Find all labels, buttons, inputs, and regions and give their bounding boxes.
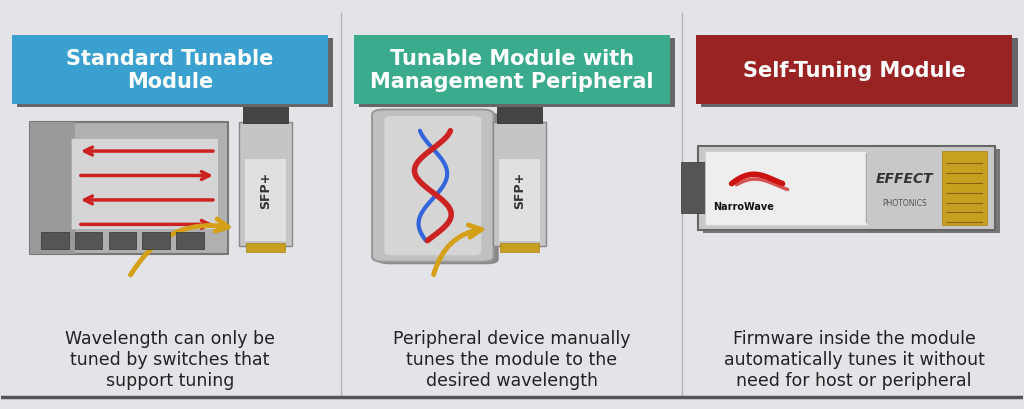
Text: Tunable Module with
Management Peripheral: Tunable Module with Management Periphera…	[371, 49, 653, 92]
FancyBboxPatch shape	[246, 160, 287, 241]
Text: Peripheral device manually
tunes the module to the
desired wavelength: Peripheral device manually tunes the mod…	[393, 329, 631, 389]
FancyBboxPatch shape	[75, 233, 102, 249]
Text: SFP+: SFP+	[513, 172, 525, 209]
FancyBboxPatch shape	[41, 233, 69, 249]
Text: SFP+: SFP+	[259, 172, 272, 209]
FancyBboxPatch shape	[71, 139, 218, 230]
FancyBboxPatch shape	[942, 151, 987, 225]
FancyBboxPatch shape	[700, 39, 1018, 108]
FancyBboxPatch shape	[30, 122, 228, 254]
FancyBboxPatch shape	[384, 117, 481, 256]
Text: Firmware inside the module
automatically tunes it without
need for host or perip: Firmware inside the module automatically…	[724, 329, 984, 389]
FancyBboxPatch shape	[696, 36, 1013, 105]
Text: NarroWave: NarroWave	[713, 201, 774, 211]
FancyBboxPatch shape	[30, 122, 75, 254]
Text: PHOTONICS: PHOTONICS	[882, 198, 927, 207]
FancyBboxPatch shape	[497, 108, 542, 124]
FancyBboxPatch shape	[377, 113, 499, 265]
FancyBboxPatch shape	[11, 36, 328, 105]
FancyBboxPatch shape	[244, 108, 289, 124]
Text: EFFECT: EFFECT	[876, 171, 933, 186]
FancyBboxPatch shape	[372, 110, 494, 262]
FancyBboxPatch shape	[142, 233, 170, 249]
FancyBboxPatch shape	[16, 39, 333, 108]
FancyBboxPatch shape	[681, 163, 707, 213]
FancyBboxPatch shape	[240, 122, 293, 246]
FancyBboxPatch shape	[702, 150, 1000, 234]
FancyBboxPatch shape	[353, 36, 671, 105]
FancyBboxPatch shape	[698, 146, 995, 230]
FancyBboxPatch shape	[109, 233, 136, 249]
Text: Wavelength can only be
tuned by switches that
support tuning: Wavelength can only be tuned by switches…	[65, 329, 274, 389]
Text: Standard Tunable
Module: Standard Tunable Module	[67, 49, 273, 92]
FancyBboxPatch shape	[247, 243, 286, 253]
FancyBboxPatch shape	[500, 243, 539, 253]
Text: Self-Tuning Module: Self-Tuning Module	[742, 61, 966, 81]
FancyBboxPatch shape	[358, 39, 676, 108]
FancyBboxPatch shape	[705, 151, 867, 225]
FancyBboxPatch shape	[499, 160, 540, 241]
FancyBboxPatch shape	[493, 122, 546, 246]
FancyBboxPatch shape	[176, 233, 204, 249]
